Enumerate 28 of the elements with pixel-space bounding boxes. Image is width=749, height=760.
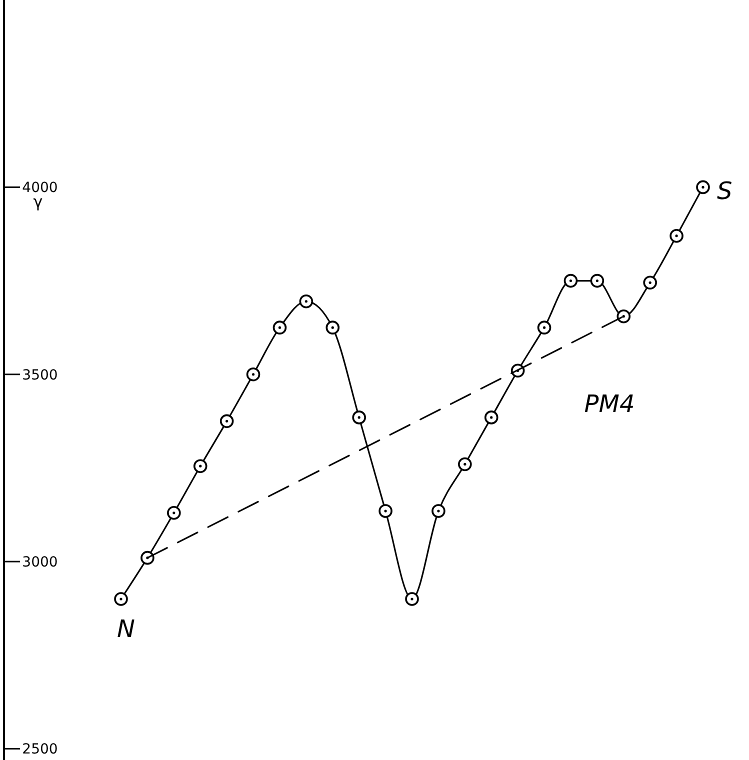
point — [670, 228, 684, 243]
point — [246, 367, 260, 382]
point — [458, 457, 472, 472]
point — [537, 320, 552, 334]
point — [326, 320, 340, 334]
point — [352, 410, 366, 424]
point — [167, 506, 181, 520]
point — [696, 180, 710, 194]
point — [299, 294, 314, 308]
y-tick-label: 3000 — [22, 554, 58, 570]
point — [484, 410, 498, 424]
point — [272, 320, 287, 334]
y-tick-label: 2500 — [22, 742, 58, 758]
point — [643, 276, 657, 290]
y-tick-label: 3500 — [22, 367, 58, 384]
text: S — [717, 177, 732, 206]
point — [114, 592, 128, 606]
annotation: N — [117, 615, 135, 644]
point — [590, 274, 604, 288]
annotation: PM4 — [584, 390, 635, 418]
point — [378, 504, 392, 518]
point — [193, 459, 208, 474]
point — [616, 309, 631, 324]
point — [564, 274, 578, 288]
point — [432, 504, 446, 518]
point — [220, 414, 234, 428]
point — [140, 550, 154, 565]
point — [405, 592, 419, 606]
